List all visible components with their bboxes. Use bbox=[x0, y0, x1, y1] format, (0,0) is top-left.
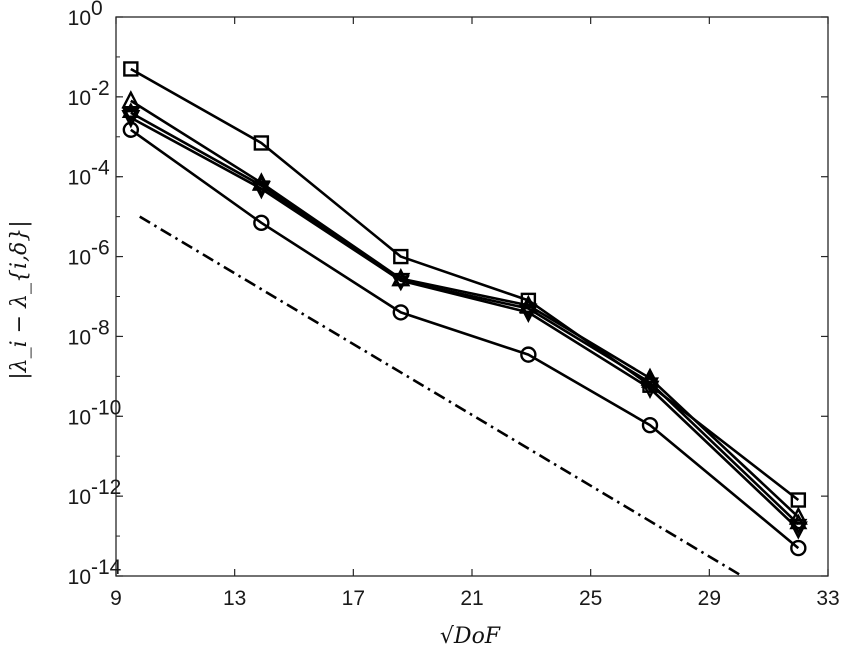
y-tick-exponent: -12 bbox=[91, 476, 121, 499]
y-tick-exponent: -14 bbox=[91, 556, 122, 579]
y-axis-label: |λ_i − λ_{i,δ}| bbox=[7, 220, 32, 379]
x-tick-label: 33 bbox=[816, 587, 839, 610]
plot-area bbox=[115, 16, 829, 578]
y-tick-exponent: -10 bbox=[91, 396, 121, 419]
y-tick-exponent: -4 bbox=[91, 157, 110, 180]
triangle-down-marker bbox=[391, 272, 411, 292]
y-tick-exponent: -8 bbox=[91, 316, 110, 339]
hexagram-marker bbox=[640, 372, 660, 388]
y-tick-label: 10 bbox=[68, 87, 91, 110]
circle-marker bbox=[253, 214, 270, 232]
y-tick-label: 10 bbox=[68, 247, 91, 270]
hexagram-marker bbox=[640, 377, 660, 393]
y-tick-label: 10 bbox=[68, 406, 91, 429]
axis-ticks: 9 13 17 21 25 29 3310-1410-1210-1010-810-610-4… bbox=[68, 0, 840, 610]
triangle-down-marker bbox=[518, 304, 538, 324]
y-tick-label: 10 bbox=[68, 326, 91, 349]
circle-marker bbox=[790, 539, 807, 557]
square-marker bbox=[253, 135, 270, 151]
square-marker bbox=[123, 61, 139, 77]
x-tick-label: 21 bbox=[460, 587, 483, 610]
y-tick-label: 10 bbox=[68, 486, 91, 509]
triangle-down-series-line bbox=[130, 116, 800, 530]
y-tick-label: 10 bbox=[68, 167, 91, 190]
triangle-down-marker bbox=[251, 181, 271, 200]
circle-series-line bbox=[130, 128, 800, 550]
y-tick-label: 10 bbox=[68, 566, 91, 589]
x-tick-label: 25 bbox=[579, 587, 602, 610]
y-tick-label: 10 bbox=[68, 7, 91, 30]
y-tick-exponent: -2 bbox=[91, 77, 110, 100]
triangle-down-marker bbox=[788, 521, 808, 540]
x-axis-label: √DoF bbox=[440, 624, 501, 649]
circle-marker bbox=[122, 121, 140, 138]
hexagram-series-line bbox=[130, 111, 800, 525]
triangle-up-marker bbox=[121, 90, 141, 109]
hexagram-marker bbox=[121, 107, 140, 124]
x-tick-label: 29 bbox=[698, 587, 721, 610]
x-tick-label: 17 bbox=[342, 587, 365, 610]
circle-marker bbox=[641, 416, 659, 434]
triangle-down-marker bbox=[640, 380, 660, 399]
triangle-up-series-line bbox=[130, 99, 800, 518]
triangle-down-marker bbox=[121, 110, 141, 129]
y-tick-exponent: -6 bbox=[91, 237, 110, 260]
x-tick-label: 13 bbox=[223, 587, 246, 610]
y-tick-exponent: 0 bbox=[91, 0, 103, 20]
x-tick-label: 9 bbox=[110, 587, 122, 610]
circle-marker bbox=[392, 304, 409, 321]
square-marker bbox=[393, 248, 409, 265]
circle-marker bbox=[520, 346, 537, 363]
reference-slope-line bbox=[139, 215, 743, 578]
